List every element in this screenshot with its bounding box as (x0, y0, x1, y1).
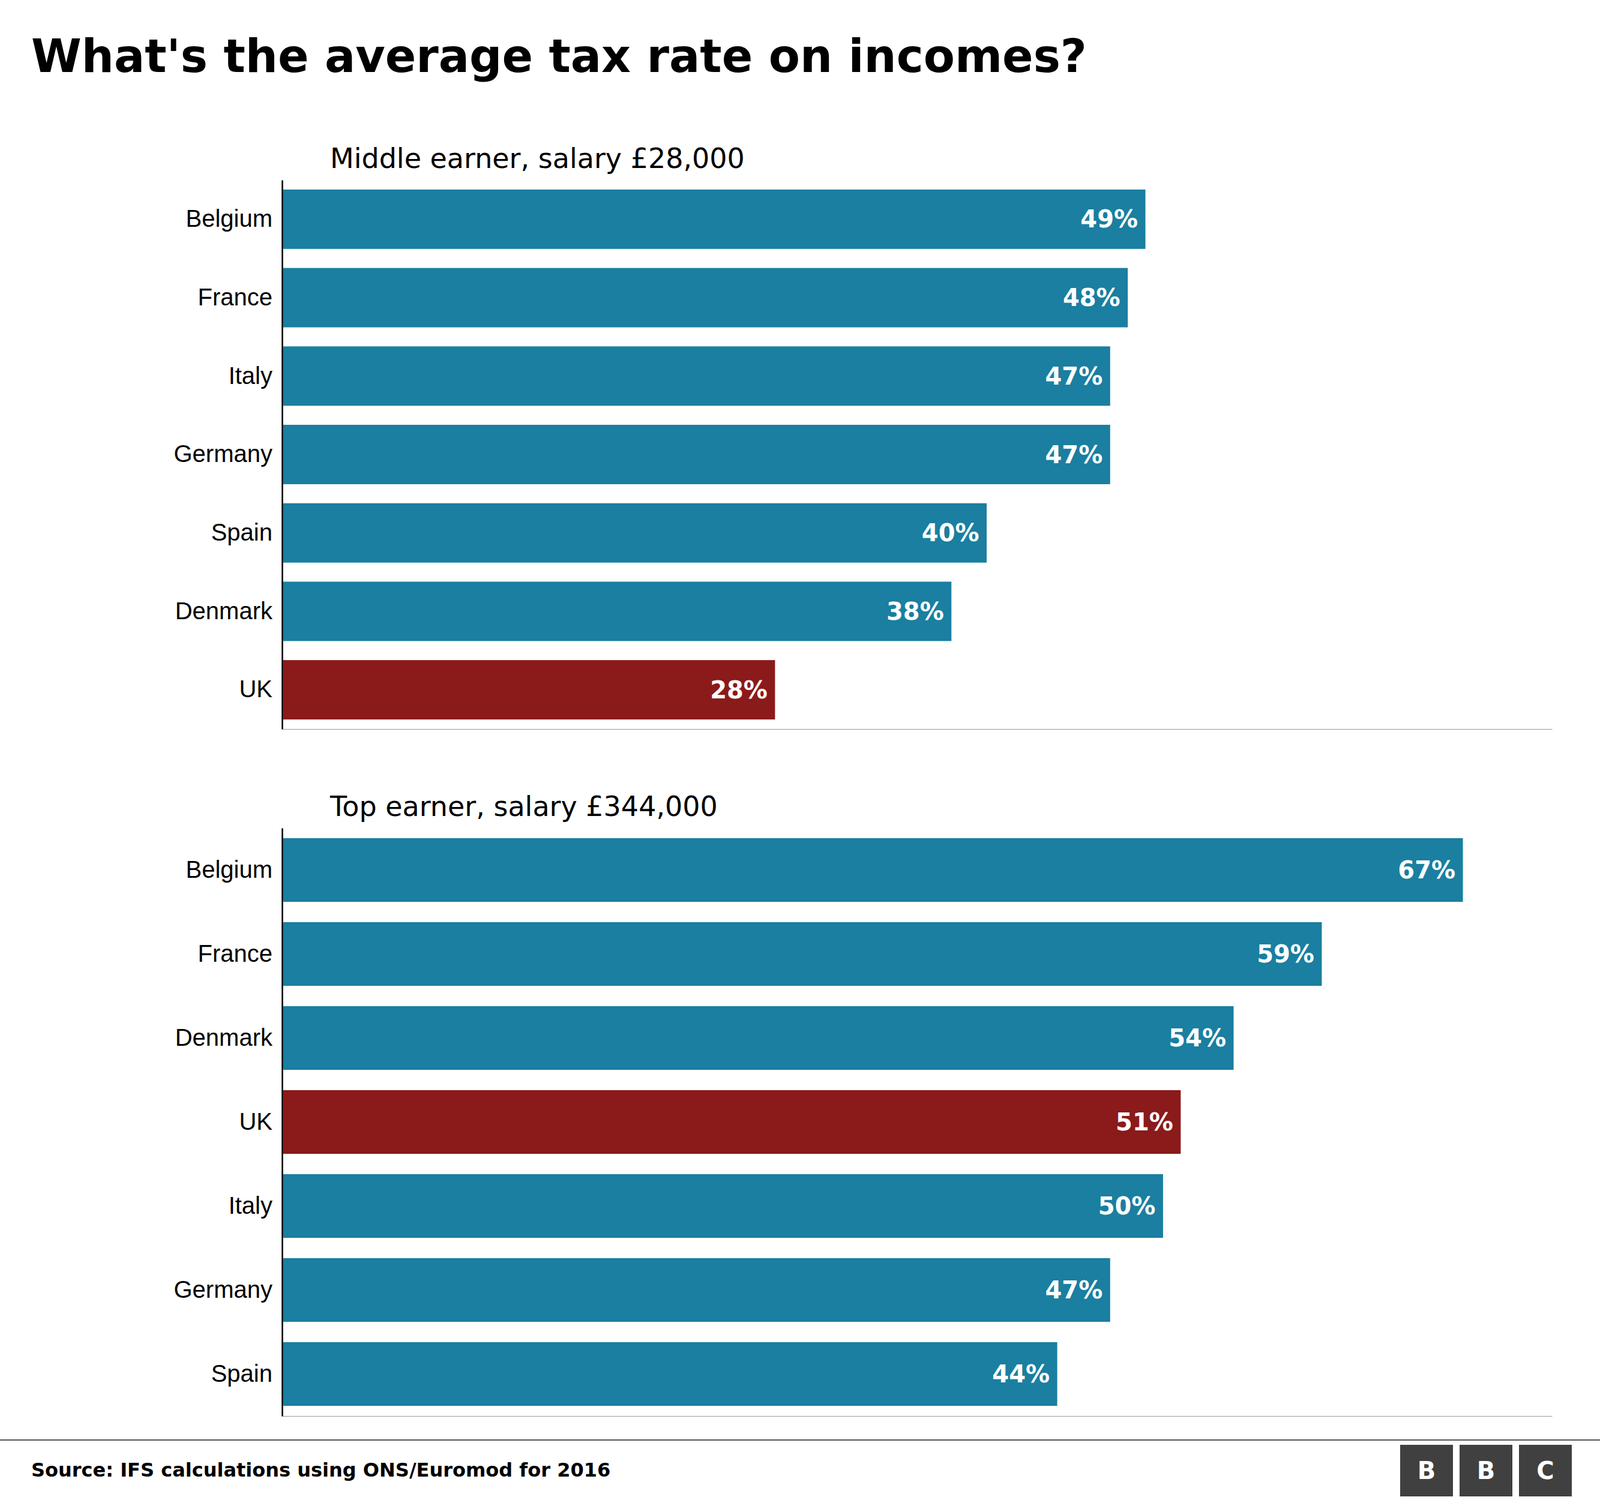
axis-line (281, 180, 284, 730)
plot-area: 67% 59% 54% 51% 50% 47% 44% Belgium France Denmar… (174, 828, 1553, 1417)
data-label: 47% (1045, 362, 1104, 391)
tick: Denmark (175, 1024, 283, 1051)
tick-label: Spain (211, 1360, 273, 1387)
logo-letter: B (1476, 1457, 1496, 1485)
bars (282, 188, 1147, 721)
bars (282, 837, 1464, 1407)
chart-canvas: What's the average tax rate on incomes? M… (0, 0, 1600, 1500)
plot-area: 49% 48% 47% 47% 40% 38% 28% Belgium France Italy G… (174, 180, 1553, 730)
axis-line (281, 828, 284, 1417)
bar (282, 1257, 1111, 1323)
logo-box (1459, 1445, 1513, 1497)
tick-label: Belgium (185, 205, 273, 232)
bar (282, 188, 1147, 250)
bar (282, 659, 776, 721)
bar (282, 921, 1323, 987)
logo: BBC (1400, 1445, 1572, 1497)
bar (282, 267, 1129, 329)
data-label: 51% (1115, 1108, 1174, 1137)
logo-letter: C (1536, 1457, 1554, 1485)
tick: UK (238, 675, 283, 703)
bar (282, 1173, 1164, 1239)
data-label: 54% (1168, 1024, 1227, 1053)
logo-box (1400, 1445, 1453, 1497)
data-label: 67% (1397, 856, 1456, 885)
tick-label: Denmark (175, 597, 274, 625)
source: Source: IFS calculations using ONS/Eurom… (31, 1458, 611, 1482)
data-label: 50% (1098, 1192, 1156, 1221)
data-label: 28% (709, 676, 768, 704)
bar (282, 424, 1111, 486)
data-label: 49% (1080, 205, 1138, 233)
tick: Germany (174, 1276, 283, 1303)
tick: Spain (211, 1360, 283, 1387)
data-labels: 49% 48% 47% 47% 40% 38% 28% (709, 205, 1138, 704)
tick: Germany (174, 440, 283, 467)
separator (0, 1439, 1600, 1441)
tick-label: Italy (228, 362, 273, 389)
subtitle: Top earner, salary £344,000 (329, 790, 718, 823)
bar (282, 1005, 1235, 1071)
x-axis (282, 1416, 1553, 1417)
tick-label: Germany (174, 1276, 274, 1303)
data-label: 59% (1256, 940, 1315, 969)
tick-label: UK (238, 675, 273, 703)
tick-label: Spain (211, 519, 273, 546)
tick: Belgium (185, 205, 283, 232)
tick: France (198, 940, 283, 967)
x-axis (282, 729, 1553, 730)
data-label: 40% (921, 519, 980, 547)
subtitle: Middle earner, salary £28,000 (330, 142, 745, 175)
data-label: 44% (992, 1360, 1050, 1389)
tick: Spain (211, 519, 283, 546)
data-label: 38% (886, 597, 945, 626)
data-label: 47% (1045, 1276, 1104, 1305)
bar (282, 345, 1111, 407)
tick: Belgium (185, 856, 283, 883)
bar (282, 580, 953, 643)
data-label: 47% (1045, 441, 1104, 469)
bar (282, 502, 988, 564)
bar (282, 837, 1464, 903)
tick: Italy (228, 1192, 283, 1219)
bar (282, 1341, 1059, 1407)
y-axis: Belgium France Italy Germany Spain Denmark UK (174, 180, 283, 730)
tick: France (198, 283, 283, 311)
tick-label: France (198, 283, 274, 311)
tick-label: Belgium (185, 856, 273, 883)
axis-line (282, 1416, 1553, 1417)
logo-letter: B (1417, 1457, 1437, 1485)
logo-box (1518, 1445, 1572, 1497)
tick-label: Denmark (175, 1024, 274, 1051)
tick-label: Italy (228, 1192, 273, 1219)
tick: Italy (228, 362, 283, 389)
tick-label: Germany (174, 440, 274, 467)
y-axis: Belgium France Denmark UK Italy Germany Spain (174, 828, 283, 1417)
tick: UK (238, 1108, 283, 1135)
tick: Denmark (175, 597, 283, 625)
axis-line (282, 729, 1553, 730)
tick-label: UK (238, 1108, 273, 1135)
data-label: 48% (1062, 283, 1121, 312)
data-labels: 67% 59% 54% 51% 50% 47% 44% (992, 856, 1456, 1389)
bar (282, 1089, 1182, 1155)
tick-label: France (198, 940, 274, 967)
title: What's the average tax rate on incomes? (31, 29, 1087, 83)
background (0, 0, 1600, 1500)
